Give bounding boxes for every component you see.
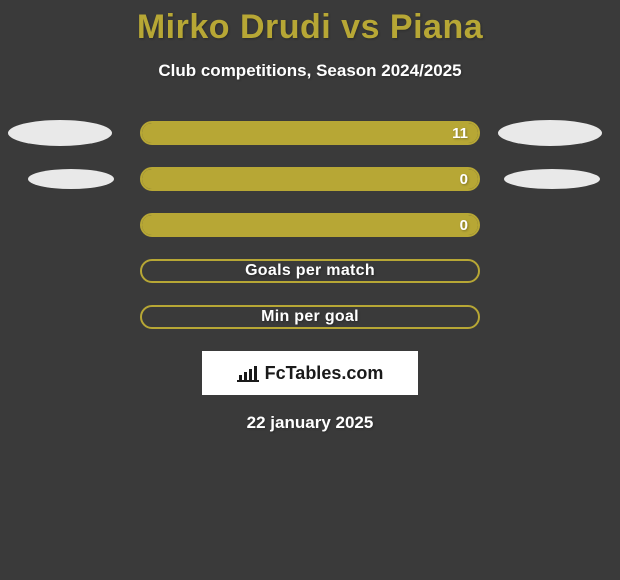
logo-box: FcTables.com [202, 351, 418, 395]
comparison-infographic: Mirko Drudi vs Piana Club competitions, … [0, 0, 620, 580]
left-ellipse-icon [8, 120, 112, 146]
stat-row: Goals per match [0, 259, 620, 283]
stat-bar-fill [142, 123, 478, 143]
footer-date: 22 january 2025 [0, 413, 620, 433]
page-subtitle: Club competitions, Season 2024/2025 [0, 61, 620, 81]
chart-icon [237, 364, 259, 382]
stat-label: Goals per match [245, 262, 375, 280]
stat-row: Hattricks 0 [0, 213, 620, 237]
logo-text: FcTables.com [265, 363, 384, 384]
stat-row: Min per goal [0, 305, 620, 329]
right-ellipse-icon [498, 120, 602, 146]
stat-bar: Hattricks 0 [140, 213, 480, 237]
stat-value-right: 0 [460, 217, 468, 234]
stat-bar: Goals 0 [140, 167, 480, 191]
stat-rows: Matches 11 Goals 0 Hattricks 0 [0, 121, 620, 329]
left-ellipse-icon [28, 169, 114, 189]
stat-value-right: 11 [452, 125, 468, 142]
stat-row: Matches 11 [0, 121, 620, 145]
stat-row: Goals 0 [0, 167, 620, 191]
page-title: Mirko Drudi vs Piana [0, 0, 620, 47]
right-ellipse-icon [504, 169, 600, 189]
stat-label: Min per goal [261, 308, 359, 326]
stat-bar-fill [142, 169, 478, 189]
stat-bar: Min per goal [140, 305, 480, 329]
stat-value-right: 0 [460, 171, 468, 188]
stat-bar-fill [142, 215, 478, 235]
stat-bar: Goals per match [140, 259, 480, 283]
stat-bar: Matches 11 [140, 121, 480, 145]
